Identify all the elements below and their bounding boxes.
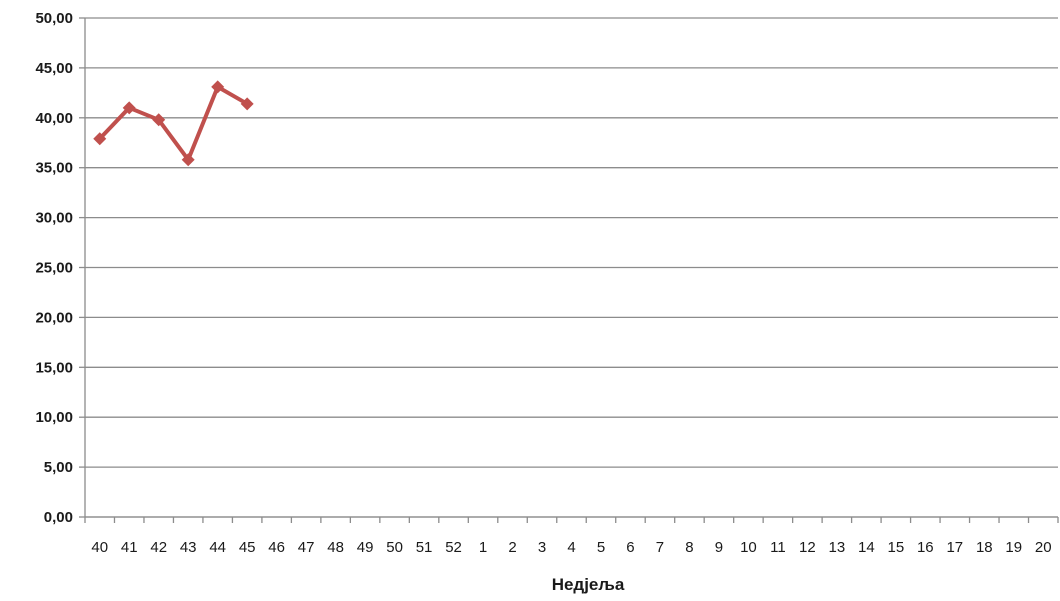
data-point-marker — [211, 80, 225, 94]
x-tick-label: 16 — [917, 539, 934, 556]
x-tick-label: 17 — [946, 539, 963, 556]
x-tick-label: 7 — [656, 539, 664, 556]
y-tick-label: 15,00 — [35, 359, 73, 376]
x-tick-label: 42 — [150, 539, 167, 556]
y-tick-label: 5,00 — [44, 459, 73, 476]
x-tick-label: 43 — [180, 539, 197, 556]
x-tick-label: 49 — [357, 539, 374, 556]
y-tick-label: 35,00 — [35, 160, 73, 177]
x-tick-label: 6 — [626, 539, 634, 556]
series-line-path — [97, 84, 250, 162]
x-tick-label: 12 — [799, 539, 816, 556]
x-tick-label: 5 — [597, 539, 605, 556]
axes — [79, 17, 1059, 523]
gridlines — [85, 17, 1058, 518]
x-tick-label: 46 — [268, 539, 285, 556]
x-axis-tick-labels: 40 41 42 43 44 45 46 47 48 49 50 51 52 1 2 3 4 5 6 7 8 9 10 11 1… — [91, 539, 1051, 556]
x-tick-label: 13 — [829, 539, 846, 556]
y-tick-label: 10,00 — [35, 409, 73, 426]
data-point-marker — [93, 132, 107, 146]
x-tick-label: 47 — [298, 539, 315, 556]
x-tick-label: 44 — [209, 539, 226, 556]
x-tick-label: 4 — [567, 539, 575, 556]
y-tick-label: 50,00 — [35, 10, 73, 27]
x-tick-label: 45 — [239, 539, 256, 556]
x-tick-label: 1 — [479, 539, 487, 556]
x-axis-title: Недјеља — [552, 575, 625, 594]
x-tick-label: 9 — [715, 539, 723, 556]
x-tick-label: 10 — [740, 539, 757, 556]
x-tick-label: 2 — [508, 539, 516, 556]
x-tick-label: 15 — [887, 539, 904, 556]
x-tick-label: 18 — [976, 539, 993, 556]
y-tick-label: 40,00 — [35, 110, 73, 127]
x-tick-label: 40 — [91, 539, 108, 556]
x-tick-label: 48 — [327, 539, 344, 556]
data-point-marker — [240, 97, 254, 111]
y-tick-label: 0,00 — [44, 509, 73, 526]
x-tick-label: 8 — [685, 539, 693, 556]
y-tick-label: 45,00 — [35, 60, 73, 77]
series-markers — [93, 80, 254, 167]
x-tick-label: 19 — [1005, 539, 1022, 556]
y-axis-tick-labels: 0,00 5,00 10,00 15,00 20,00 25,00 30,00 35,00 40… — [35, 10, 73, 526]
x-tick-label: 14 — [858, 539, 875, 556]
x-tick-label: 51 — [416, 539, 433, 556]
x-tick-label: 41 — [121, 539, 138, 556]
y-tick-label: 25,00 — [35, 260, 73, 277]
x-tick-label: 50 — [386, 539, 403, 556]
y-tick-label: 30,00 — [35, 210, 73, 227]
x-tick-label: 52 — [445, 539, 462, 556]
data-point-marker — [122, 101, 136, 115]
x-tick-label: 3 — [538, 539, 546, 556]
data-point-marker — [152, 113, 166, 127]
data-point-marker — [181, 153, 195, 167]
x-tick-label: 11 — [770, 539, 786, 556]
y-tick-label: 20,00 — [35, 309, 73, 326]
x-tick-label: 20 — [1035, 539, 1052, 556]
series-line — [97, 84, 250, 162]
